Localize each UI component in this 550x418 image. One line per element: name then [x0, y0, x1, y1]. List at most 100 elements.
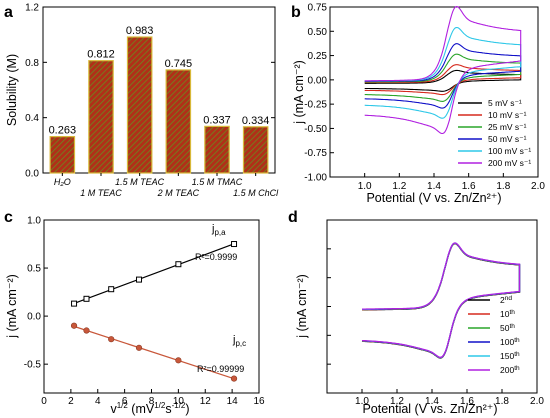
panel-a-ytick-label: 1.2	[25, 3, 39, 14]
panel-b-xtick-label: 1.6	[462, 181, 476, 192]
panel-c-fit-line	[73, 325, 235, 380]
panel-d-ylabel: j (mA cm⁻²)	[295, 274, 309, 339]
panel-d-legend-label: 200th	[500, 365, 520, 375]
panel-a-category-label: 1.5 M ChCl	[233, 188, 279, 198]
panel-b-legend-label: 5 mV s⁻¹	[488, 98, 522, 108]
panel-c-ytick-label: 0.5	[27, 264, 41, 275]
panel-a-chart: 0.0 0.4 0.8 1.2 0.263 H₂O 0.812 1 M TEAC 0.983 1…	[5, 3, 279, 199]
panel-c-ytick-label: 0.0	[27, 312, 41, 323]
panel-a-category-label: 1 M TEAC	[80, 188, 122, 198]
panel-a-ytick-label: 0.0	[25, 169, 39, 180]
panel-b-xtick-label: 1.8	[496, 181, 510, 192]
panel-a-value-label: 0.337	[203, 114, 231, 126]
panel-c-point	[136, 276, 143, 283]
panel-a-bar	[49, 136, 76, 174]
panel-c-ytick-label: 1.0	[27, 216, 41, 227]
panel-a-bar	[204, 125, 230, 174]
panel-c-xtick-label: 8	[149, 396, 155, 407]
panel-c-point	[175, 357, 182, 364]
panel-a-bar	[88, 60, 114, 174]
panel-label-c: c	[4, 209, 13, 226]
panel-d-legend-label: 10th	[500, 309, 515, 319]
panel-b-legend-label: 100 mV s⁻¹	[488, 146, 531, 156]
panel-c-xtick-label: 10	[173, 396, 185, 407]
panel-b-ytick-label: 0.25	[308, 51, 328, 62]
panel-a-category-label: 1.5 M TMAC	[192, 177, 243, 187]
panel-label-a: a	[4, 4, 13, 21]
panel-d-xtick-label: 1.2	[390, 396, 404, 407]
panel-d-series-line	[362, 242, 521, 359]
panel-a-ytick-label: 0.4	[25, 113, 39, 124]
panel-a-frame	[42, 6, 276, 174]
panel-d-series-line	[362, 242, 521, 358]
panel-d-legend-label: 150th	[500, 351, 520, 361]
panel-d-xtick-label: 1.0	[355, 396, 369, 407]
panel-b-legend-label: 25 mV s⁻¹	[488, 122, 527, 132]
panel-d-xtick-label: 1.6	[460, 396, 474, 407]
panel-d-series-line	[361, 242, 521, 359]
panel-b-xtick-label: 2.0	[531, 181, 545, 192]
panel-c-xlabel: v1/2 (mV1/2s-1/2)	[110, 401, 189, 416]
panel-c-chart: 0 2 4 6 8 10 12 14 16 -0.5 0.0 0.5 1.0 j (mA cm⁻²) v…	[5, 216, 265, 417]
panel-c-point	[83, 295, 90, 302]
panel-d-series-line	[361, 242, 521, 359]
panel-b-legend-label: 200 mV s⁻¹	[488, 158, 531, 168]
panel-c-point	[83, 327, 90, 334]
panel-c-xtick-label: 0	[41, 396, 47, 407]
panel-a-bar	[242, 126, 269, 174]
panel-d-legend-label: 2nd	[500, 295, 512, 305]
panel-d-xtick-label: 1.4	[425, 396, 439, 407]
panel-c-fit-line	[73, 243, 235, 304]
panel-b-ytick-label: 0.00	[308, 75, 328, 86]
panel-c-label-ipc: jp,c	[232, 334, 246, 348]
panel-a-ytick-label: 0.8	[25, 58, 39, 69]
panel-a-category-label: 2 M TEAC	[157, 188, 200, 198]
panel-c-point	[230, 375, 238, 382]
panel-d-chart: 1.0 1.2 1.4 1.6 1.8 2.0 2nd 10th 50th 100th 150th…	[295, 219, 544, 416]
panel-d-xtick-label: 1.8	[495, 396, 509, 407]
panel-b-ytick-label: 0.75	[308, 3, 328, 14]
panel-c-label-ipa: jp,a	[211, 223, 226, 237]
panel-b-chart: 1.0 1.2 1.4 1.6 1.8 2.0 -1.00 -0.75 -0.50 -0.25 0.…	[292, 3, 545, 206]
panel-b-xlabel: Potential (V vs. Zn/Zn²⁺)	[366, 191, 501, 205]
panel-a-value-label: 0.334	[242, 115, 270, 127]
panel-d-legend-label: 100th	[500, 337, 520, 347]
panel-b-ytick-label: -0.50	[304, 124, 327, 135]
panel-c-r2-a: R²=0.9999	[195, 252, 237, 262]
panel-a-value-label: 0.812	[87, 49, 115, 61]
panel-b-xtick-label: 1.0	[358, 181, 372, 192]
panel-c-point	[175, 261, 182, 268]
panel-d-legend-label: 50th	[500, 323, 515, 333]
panel-b-legend-label: 50 mV s⁻¹	[488, 134, 527, 144]
panel-c-xtick-label: 12	[200, 396, 212, 407]
panel-c-point	[231, 241, 238, 248]
panel-d-series-line	[361, 243, 521, 359]
panel-c-point	[108, 286, 115, 293]
panel-c-r2-c: R²=0.99999	[197, 364, 244, 374]
panel-b-ytick-label: -0.25	[304, 100, 327, 111]
panel-c-xtick-label: 6	[122, 396, 128, 407]
panel-c-xtick-label: 2	[68, 396, 74, 407]
panel-b-ylabel: j (mA cm⁻²)	[292, 60, 306, 125]
panel-a-bar	[126, 36, 153, 174]
panel-c-ytick-label: -0.5	[24, 360, 42, 371]
panel-a-category-label: H₂O	[54, 177, 71, 187]
panel-c-xtick-label: 14	[227, 396, 239, 407]
panel-a-ylabel: Solubility (M)	[5, 54, 19, 126]
panel-c-point	[108, 336, 115, 343]
panel-b-xtick-label: 1.4	[427, 181, 441, 192]
panel-c-point	[135, 344, 143, 351]
panel-c-point	[70, 322, 78, 329]
panel-d-series-line	[362, 242, 521, 359]
panel-a-value-label: 0.263	[49, 125, 77, 137]
panel-a-value-label: 0.983	[126, 25, 154, 37]
panel-label-b: b	[291, 4, 301, 21]
panel-b-ytick-label: 0.50	[308, 27, 328, 38]
panel-label-d: d	[288, 209, 298, 226]
panel-a-value-label: 0.745	[165, 58, 193, 70]
panel-b-ytick-label: -1.00	[304, 173, 327, 184]
panel-d-xlabel: Potential (V vs. Zn/Zn²⁺)	[362, 402, 497, 416]
panel-c-xtick-label: 4	[95, 396, 101, 407]
panel-a-bar	[165, 69, 192, 174]
